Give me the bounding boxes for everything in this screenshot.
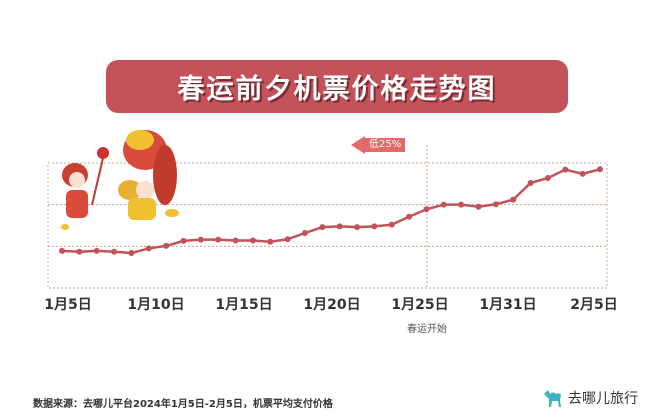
data-point (597, 166, 603, 173)
data-point (59, 247, 65, 254)
data-point (180, 237, 187, 244)
data-source: 数据来源：去哪儿平台2024年1月5日-2月5日，机票平均支付价格 (33, 399, 333, 410)
data-point (111, 248, 118, 255)
data-point (371, 223, 378, 230)
data-point (406, 213, 413, 220)
data-point (492, 201, 499, 208)
data-point (354, 224, 361, 231)
data-point (145, 245, 152, 252)
data-point (76, 248, 83, 255)
data-point (440, 201, 447, 208)
x-tick-label: 2月5日 (570, 297, 618, 313)
x-tick-label: 1月15日 (215, 297, 273, 313)
data-point (128, 250, 135, 256)
data-point (579, 170, 586, 177)
decrease-badge: 低25% (365, 138, 406, 152)
data-point (284, 236, 291, 243)
brand-logo: 去哪儿旅行 (542, 388, 638, 408)
data-point (544, 175, 551, 181)
data-point (388, 221, 395, 228)
data-point (232, 237, 239, 244)
x-tick-label: 1月31日 (479, 297, 537, 313)
data-point (562, 166, 569, 173)
data-point (197, 236, 204, 243)
brand-name: 去哪儿旅行 (568, 391, 638, 407)
data-point (527, 180, 534, 186)
data-point (475, 203, 482, 210)
plot-frame (47, 162, 608, 289)
chart-title: 春运前夕机票价格走势图 (177, 74, 497, 105)
spring-festival-start-label: 春运开始 (407, 324, 447, 335)
camel-icon (544, 390, 561, 407)
x-tick-label: 1月20日 (303, 297, 361, 313)
data-point (423, 206, 430, 213)
data-point (510, 196, 517, 203)
data-point (249, 237, 256, 244)
arrow-left-icon (351, 136, 365, 154)
data-point (215, 236, 222, 243)
data-point (301, 230, 308, 236)
data-point (267, 238, 274, 245)
data-point (163, 242, 170, 249)
data-point (319, 224, 326, 231)
series-line (61, 168, 601, 255)
title-banner: 春运前夕机票价格走势图 (106, 60, 568, 113)
x-tick-label: 1月25日 (391, 297, 449, 313)
data-point (458, 201, 465, 208)
data-point (336, 223, 343, 230)
x-tick-label: 1月10日 (127, 297, 185, 313)
data-point (93, 247, 100, 254)
x-tick-label: 1月5日 (44, 297, 92, 313)
